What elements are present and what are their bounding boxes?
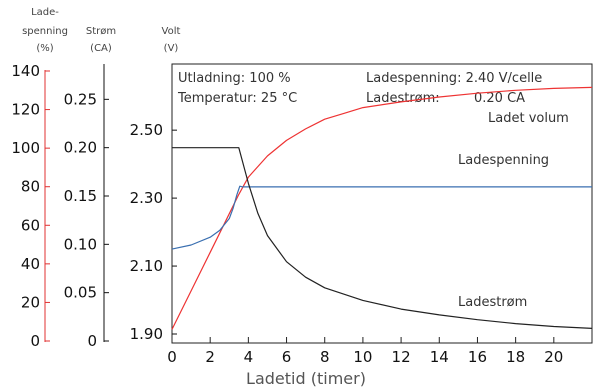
series-line-capacity bbox=[171, 86, 593, 330]
header-voltage: Volt (V) bbox=[162, 26, 181, 54]
tick-label-x: 10 bbox=[353, 348, 372, 366]
series-label-capacity: Ladet volum bbox=[488, 111, 569, 126]
tick-label-x: 12 bbox=[392, 348, 411, 366]
tick-label-voltage: 2.10 bbox=[130, 257, 163, 275]
tick-label-current: 0.10 bbox=[64, 235, 97, 253]
tick-label-capacity: 140 bbox=[11, 62, 40, 80]
tick-label-current: 0 bbox=[87, 332, 97, 350]
tick-label-voltage: 2.30 bbox=[130, 189, 163, 207]
x-axis-title: Ladetid (timer) bbox=[246, 369, 366, 388]
tick-label-voltage: 2.50 bbox=[130, 121, 163, 139]
header-capacity-line1: Lade- bbox=[31, 7, 59, 18]
series bbox=[171, 86, 593, 330]
header-capacity-line2: spenning bbox=[22, 26, 68, 37]
tick-label-capacity: 120 bbox=[11, 101, 40, 119]
tick-label-x: 18 bbox=[506, 348, 525, 366]
annotation-charge-current-label: Ladestrøm: bbox=[366, 91, 440, 106]
tick-label-capacity: 20 bbox=[21, 293, 40, 311]
tick-label-x: 8 bbox=[320, 348, 330, 366]
axes: 02040608010012014000.050.100.150.200.251… bbox=[11, 62, 563, 366]
tick-label-x: 4 bbox=[244, 348, 254, 366]
tick-label-x: 16 bbox=[468, 348, 487, 366]
header-current-line1: Strøm bbox=[86, 26, 116, 37]
header-current: Strøm (CA) bbox=[86, 26, 116, 54]
annotation-discharge: Utladning: 100 % bbox=[178, 71, 291, 86]
header-capacity-line3: (%) bbox=[36, 43, 53, 54]
tick-label-current: 0.05 bbox=[64, 284, 97, 302]
series-labels: Ladet volum Ladespenning Ladestrøm bbox=[458, 111, 569, 310]
tick-label-voltage: 1.90 bbox=[130, 325, 163, 343]
tick-label-x: 20 bbox=[544, 348, 563, 366]
axis-voltage: 1.90 2.10 2.30 2.50 bbox=[130, 121, 177, 343]
tick-label-capacity: 60 bbox=[21, 216, 40, 234]
axis-current: 0 0.05 0.10 0.15 0.20 0.25 bbox=[64, 64, 109, 350]
header-current-line2: (CA) bbox=[90, 43, 112, 54]
header-voltage-line2: (V) bbox=[164, 43, 179, 54]
annotation-charge-current-value: 0.20 CA bbox=[474, 91, 525, 106]
annotation-charge-voltage: Ladespenning: 2.40 V/celle bbox=[366, 71, 542, 86]
series-line-voltage bbox=[171, 185, 592, 250]
header-voltage-line1: Volt bbox=[162, 26, 181, 37]
series-line-current bbox=[172, 147, 593, 329]
tick-label-capacity: 0 bbox=[30, 332, 40, 350]
tick-label-capacity: 40 bbox=[21, 255, 40, 273]
header-capacity: Lade- spenning (%) bbox=[22, 7, 68, 54]
tick-label-x: 2 bbox=[205, 348, 215, 366]
axis-capacity: 0 20 40 60 80 100 120 140 bbox=[11, 62, 50, 350]
annotation-temperature: Temperatur: 25 °C bbox=[177, 91, 297, 106]
tick-label-current: 0.20 bbox=[64, 139, 97, 157]
plot-frame bbox=[171, 63, 593, 344]
tick-label-current: 0.15 bbox=[64, 187, 97, 205]
tick-label-current: 0.25 bbox=[64, 90, 97, 108]
annotations: Utladning: 100 % Temperatur: 25 °C Lades… bbox=[177, 71, 542, 106]
tick-label-x: 14 bbox=[430, 348, 449, 366]
axis-x: 0 2 4 6 8 10 12 14 16 18 20 bbox=[167, 337, 563, 366]
tick-label-x: 0 bbox=[167, 348, 177, 366]
series-label-current: Ladestrøm bbox=[458, 295, 527, 310]
tick-label-capacity: 100 bbox=[11, 139, 40, 157]
series-label-voltage: Ladespenning bbox=[458, 153, 549, 168]
tick-label-x: 6 bbox=[282, 348, 292, 366]
tick-label-capacity: 80 bbox=[21, 178, 40, 196]
